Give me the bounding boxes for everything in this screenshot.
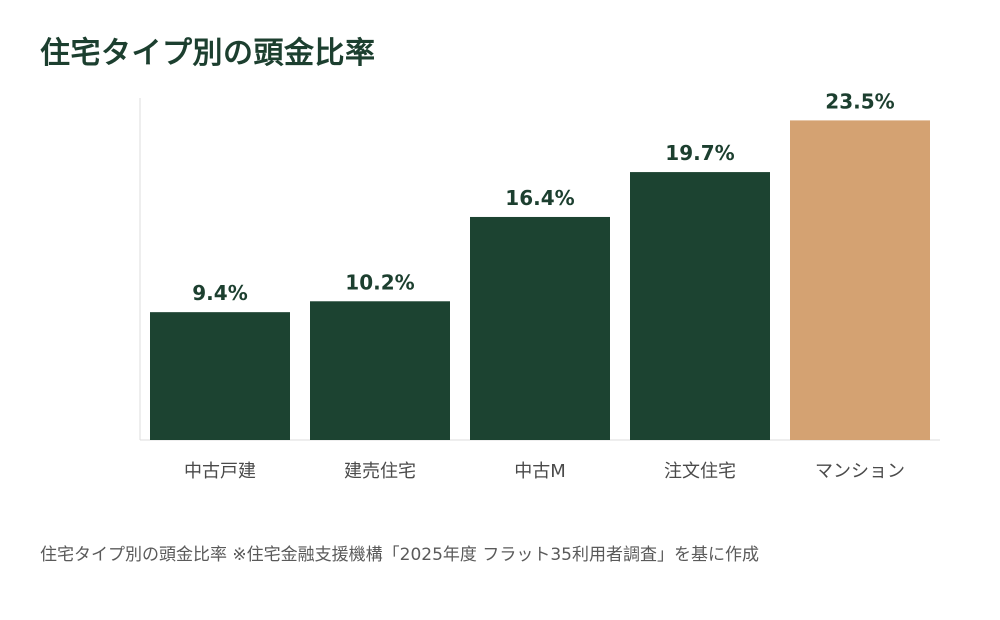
chart-title: 住宅タイプ別の頭金比率 xyxy=(40,36,376,71)
data-label: 10.2% xyxy=(345,270,414,294)
category-label: 建売住宅 xyxy=(344,461,416,482)
bar-2 xyxy=(310,301,450,440)
data-label: 16.4% xyxy=(505,186,574,210)
bar-1 xyxy=(150,312,290,440)
category-label: マンション xyxy=(815,461,905,482)
bar-5 xyxy=(790,120,930,441)
data-label: 23.5% xyxy=(825,89,894,113)
data-label: 19.7% xyxy=(665,141,734,165)
source-footnote: 住宅タイプ別の頭金比率 ※住宅金融支援機構「2025年度 フラット35利用者調査… xyxy=(40,545,759,565)
category-label: 中古M xyxy=(514,461,566,482)
category-label: 中古戸建 xyxy=(184,461,256,482)
data-label: 9.4% xyxy=(192,281,247,305)
category-label: 注文住宅 xyxy=(664,461,736,482)
bar-3 xyxy=(470,216,610,440)
bar-4 xyxy=(630,172,770,440)
